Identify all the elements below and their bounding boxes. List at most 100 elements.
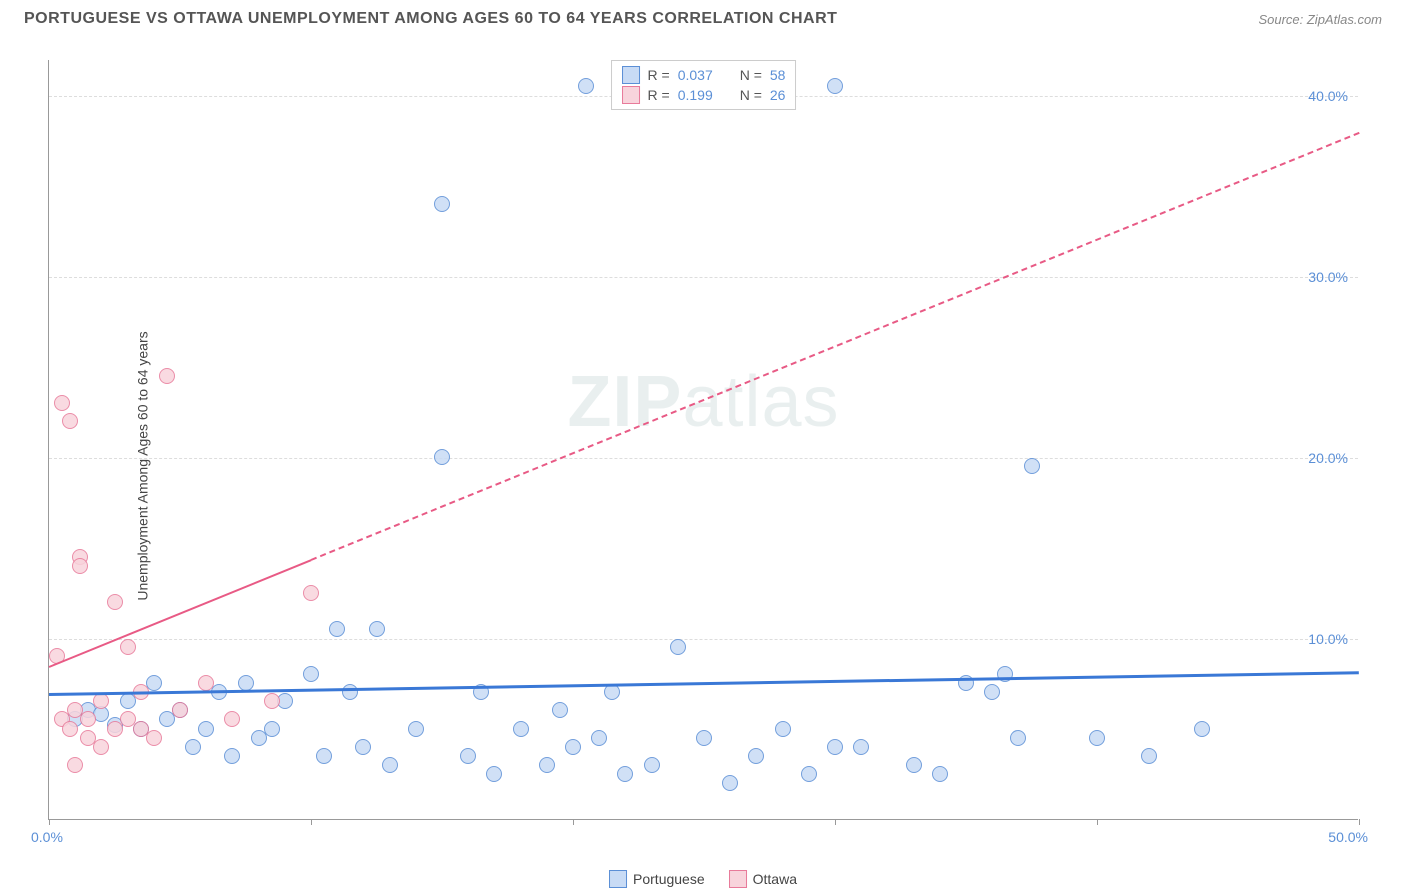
point-ottawa bbox=[198, 675, 214, 691]
chart-title: PORTUGUESE VS OTTAWA UNEMPLOYMENT AMONG … bbox=[24, 10, 837, 28]
point-portuguese bbox=[984, 684, 1000, 700]
point-portuguese bbox=[303, 666, 319, 682]
chart-container: Unemployment Among Ages 60 to 64 years Z… bbox=[0, 40, 1406, 892]
point-portuguese bbox=[801, 766, 817, 782]
x-tick-label: 0.0% bbox=[31, 829, 63, 845]
point-portuguese bbox=[644, 757, 660, 773]
point-ottawa bbox=[80, 711, 96, 727]
point-ottawa bbox=[107, 594, 123, 610]
point-portuguese bbox=[696, 730, 712, 746]
point-portuguese bbox=[355, 739, 371, 755]
legend-label-portuguese: Portuguese bbox=[633, 871, 705, 887]
y-tick-label: 20.0% bbox=[1308, 450, 1348, 466]
n-label: N = bbox=[740, 67, 762, 83]
x-tick bbox=[1359, 819, 1360, 825]
point-portuguese bbox=[1089, 730, 1105, 746]
legend-item-portuguese: Portuguese bbox=[609, 870, 705, 888]
legend-swatch-portuguese bbox=[609, 870, 627, 888]
correlation-legend-row-2: R = 0.199 N = 26 bbox=[622, 85, 786, 105]
point-ottawa bbox=[62, 413, 78, 429]
point-portuguese bbox=[185, 739, 201, 755]
point-portuguese bbox=[316, 748, 332, 764]
plot-area: ZIPatlas R = 0.037 N = 58 R = 0.199 N = … bbox=[48, 60, 1358, 820]
point-portuguese bbox=[434, 196, 450, 212]
correlation-legend-row-1: R = 0.037 N = 58 bbox=[622, 65, 786, 85]
point-portuguese bbox=[513, 721, 529, 737]
n-value-ottawa: 26 bbox=[770, 87, 786, 103]
gridline bbox=[49, 277, 1358, 278]
point-portuguese bbox=[932, 766, 948, 782]
point-portuguese bbox=[722, 775, 738, 791]
point-portuguese bbox=[827, 78, 843, 94]
point-portuguese bbox=[198, 721, 214, 737]
point-ottawa bbox=[172, 702, 188, 718]
point-ottawa bbox=[120, 639, 136, 655]
point-portuguese bbox=[617, 766, 633, 782]
point-portuguese bbox=[775, 721, 791, 737]
source-attribution: Source: ZipAtlas.com bbox=[1258, 12, 1382, 27]
point-portuguese bbox=[1141, 748, 1157, 764]
r-value-ottawa: 0.199 bbox=[678, 87, 720, 103]
r-label: R = bbox=[648, 87, 670, 103]
point-portuguese bbox=[827, 739, 843, 755]
point-portuguese bbox=[486, 766, 502, 782]
point-portuguese bbox=[591, 730, 607, 746]
r-label: R = bbox=[648, 67, 670, 83]
y-tick-label: 40.0% bbox=[1308, 88, 1348, 104]
point-ottawa bbox=[93, 693, 109, 709]
point-ottawa bbox=[62, 721, 78, 737]
n-value-portuguese: 58 bbox=[770, 67, 786, 83]
legend-swatch-ottawa bbox=[729, 870, 747, 888]
point-portuguese bbox=[1024, 458, 1040, 474]
y-tick-label: 10.0% bbox=[1308, 631, 1348, 647]
point-portuguese bbox=[1194, 721, 1210, 737]
series-legend: Portuguese Ottawa bbox=[609, 870, 797, 888]
point-portuguese bbox=[670, 639, 686, 655]
point-portuguese bbox=[552, 702, 568, 718]
trendline-ottawa bbox=[49, 560, 312, 669]
r-value-portuguese: 0.037 bbox=[678, 67, 720, 83]
point-portuguese bbox=[434, 449, 450, 465]
x-tick bbox=[49, 819, 50, 825]
point-ottawa bbox=[159, 368, 175, 384]
point-portuguese bbox=[369, 621, 385, 637]
x-tick bbox=[835, 819, 836, 825]
point-portuguese bbox=[224, 748, 240, 764]
x-tick bbox=[1097, 819, 1098, 825]
watermark-light: atlas bbox=[682, 362, 839, 442]
point-portuguese bbox=[329, 621, 345, 637]
trendline-ottawa-extrapolated bbox=[311, 132, 1360, 561]
gridline bbox=[49, 639, 1358, 640]
swatch-ottawa bbox=[622, 86, 640, 104]
title-bar: PORTUGUESE VS OTTAWA UNEMPLOYMENT AMONG … bbox=[0, 0, 1406, 38]
point-ottawa bbox=[303, 585, 319, 601]
point-portuguese bbox=[906, 757, 922, 773]
point-ottawa bbox=[54, 395, 70, 411]
point-portuguese bbox=[853, 739, 869, 755]
point-ottawa bbox=[264, 693, 280, 709]
y-tick-label: 30.0% bbox=[1308, 269, 1348, 285]
point-portuguese bbox=[460, 748, 476, 764]
point-ottawa bbox=[67, 757, 83, 773]
point-portuguese bbox=[1010, 730, 1026, 746]
watermark-bold: ZIP bbox=[567, 362, 682, 442]
x-tick bbox=[573, 819, 574, 825]
legend-item-ottawa: Ottawa bbox=[729, 870, 797, 888]
point-ottawa bbox=[72, 558, 88, 574]
point-ottawa bbox=[93, 739, 109, 755]
point-portuguese bbox=[748, 748, 764, 764]
point-ottawa bbox=[224, 711, 240, 727]
point-portuguese bbox=[408, 721, 424, 737]
point-portuguese bbox=[565, 739, 581, 755]
n-label: N = bbox=[740, 87, 762, 103]
point-portuguese bbox=[539, 757, 555, 773]
swatch-portuguese bbox=[622, 66, 640, 84]
watermark: ZIPatlas bbox=[567, 361, 839, 443]
x-tick bbox=[311, 819, 312, 825]
x-tick-label: 50.0% bbox=[1328, 829, 1368, 845]
gridline bbox=[49, 458, 1358, 459]
point-ottawa bbox=[146, 730, 162, 746]
point-portuguese bbox=[264, 721, 280, 737]
point-portuguese bbox=[382, 757, 398, 773]
correlation-legend: R = 0.037 N = 58 R = 0.199 N = 26 bbox=[611, 60, 797, 110]
